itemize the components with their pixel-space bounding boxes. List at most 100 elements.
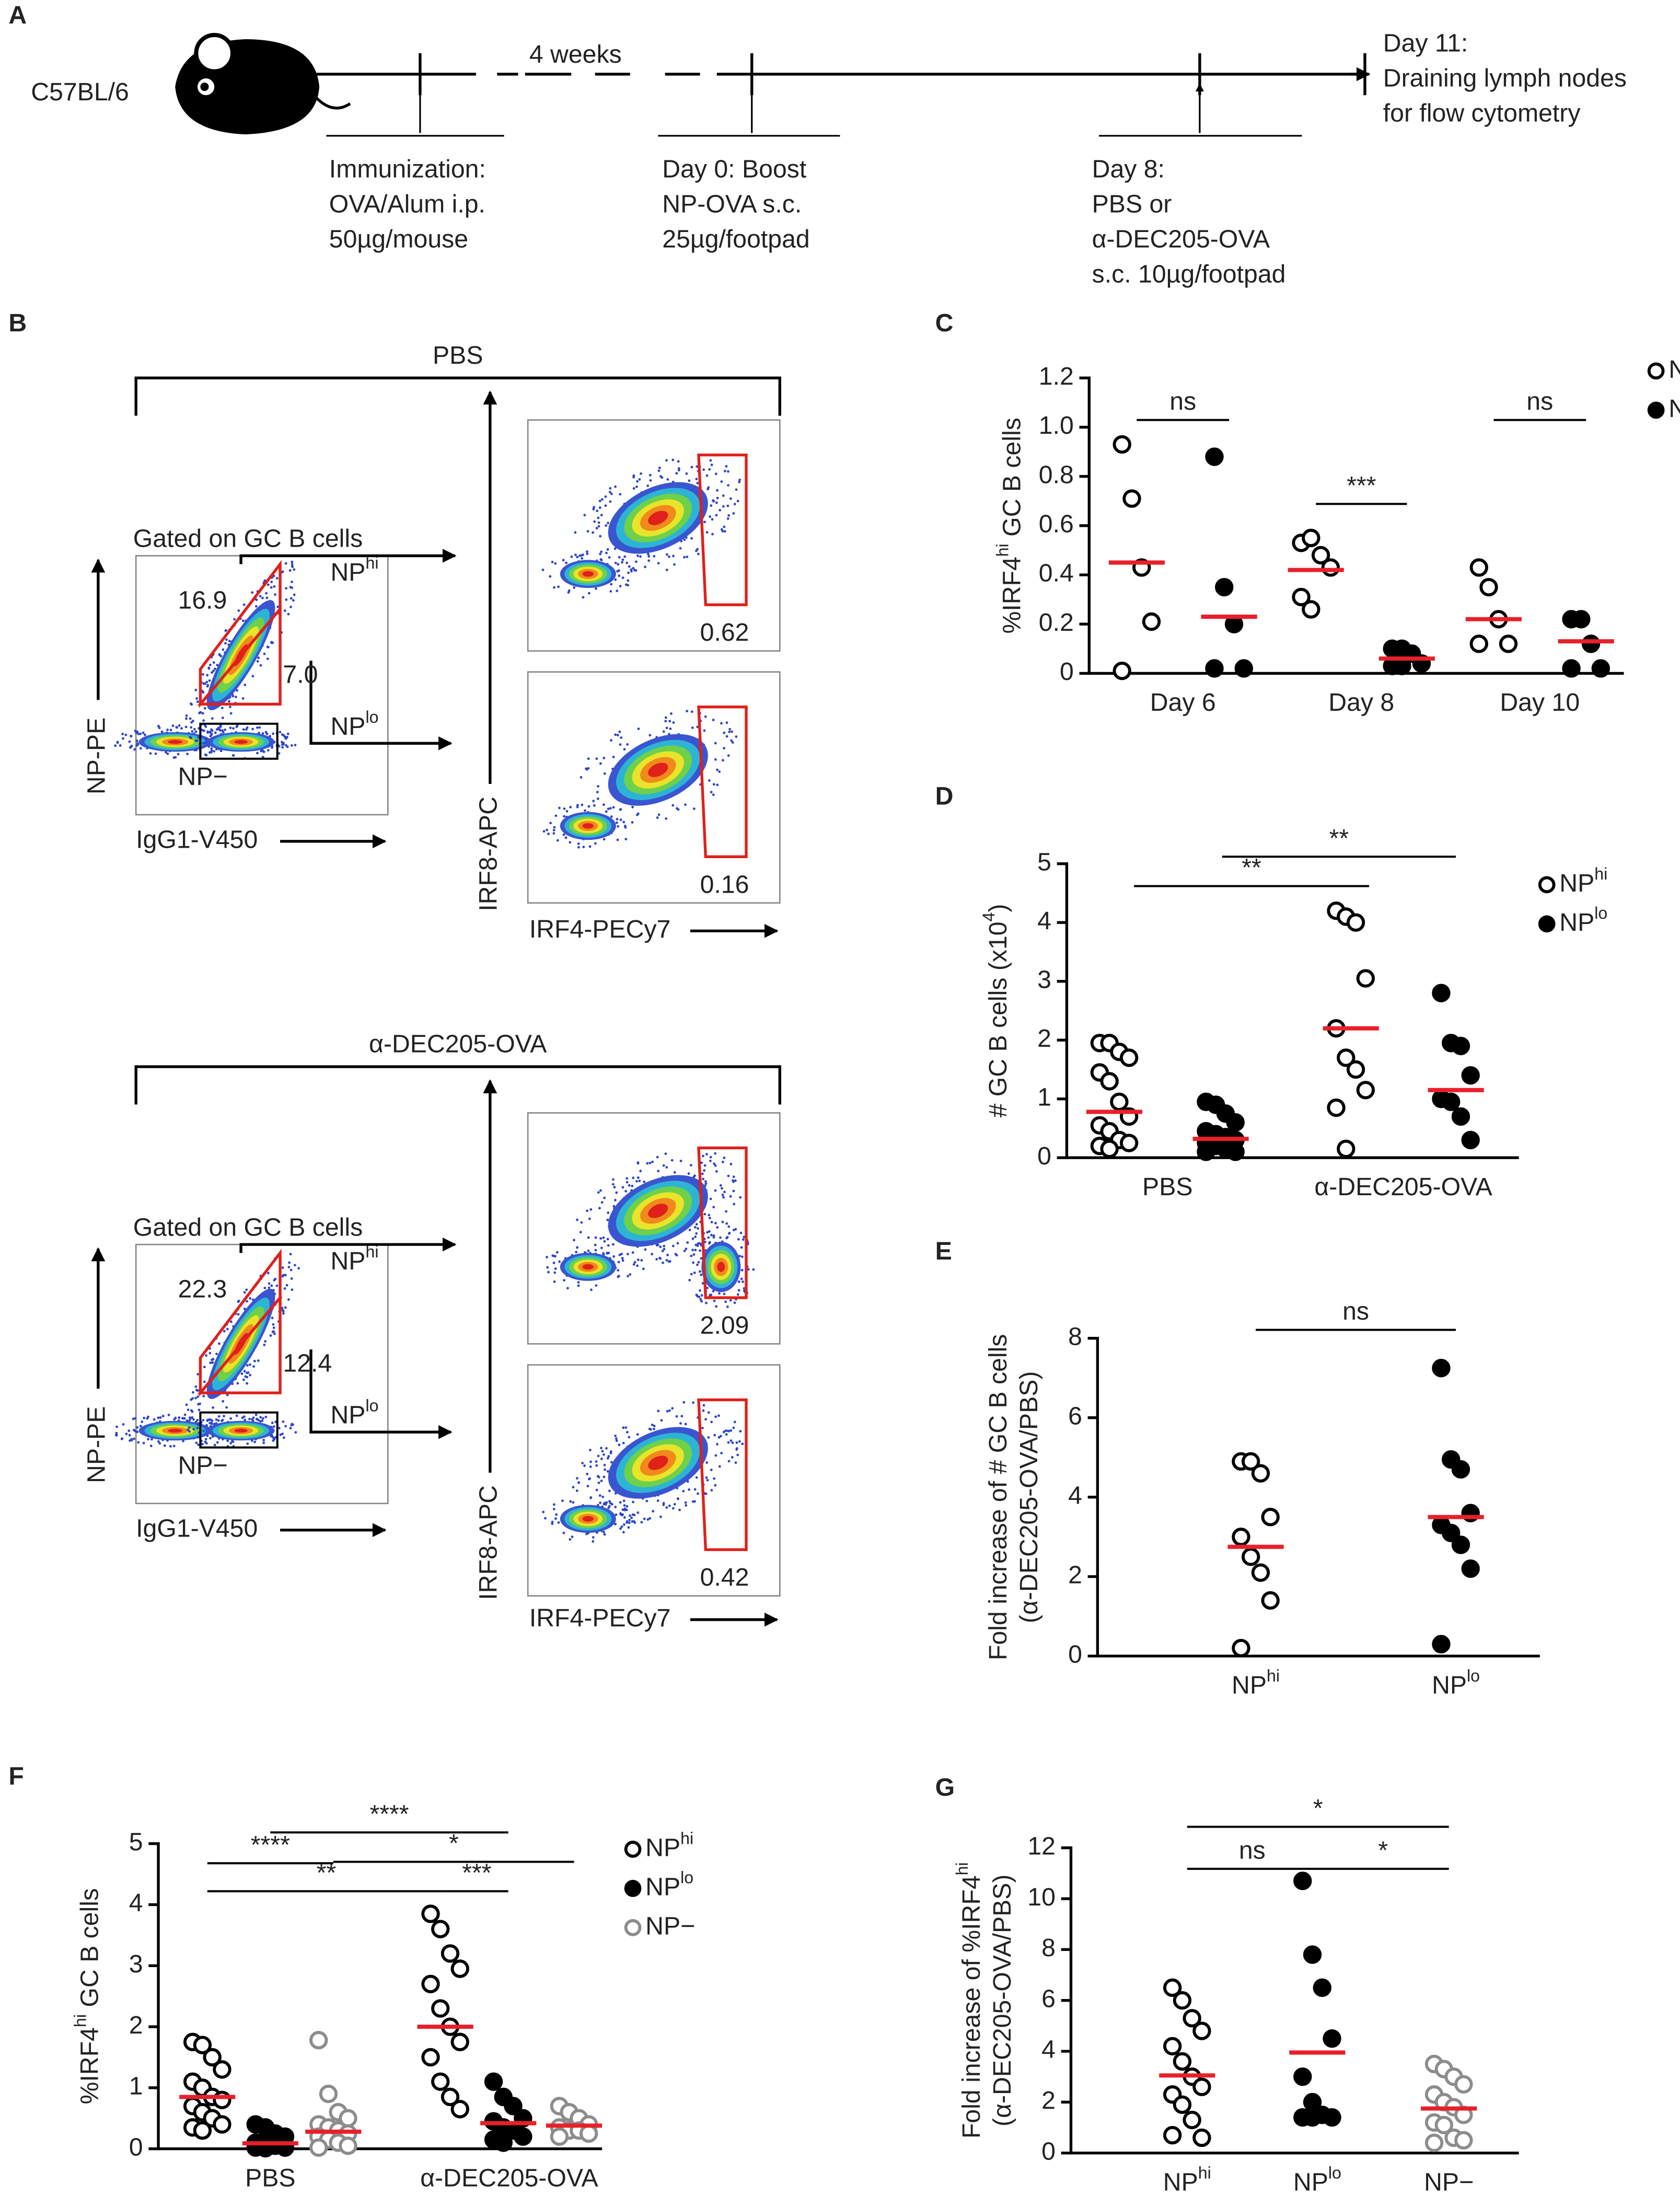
event-dot — [703, 1164, 706, 1167]
event-dot — [624, 1189, 628, 1193]
event-dot — [235, 1414, 238, 1417]
bracket — [134, 1065, 781, 1105]
x-tick-label: α-DEC205-OVA — [1314, 1173, 1492, 1201]
event-dot — [729, 1195, 732, 1198]
event-dot — [582, 846, 585, 848]
event-dot — [585, 767, 587, 770]
event-dot — [715, 514, 718, 517]
data-point — [431, 2072, 450, 2091]
text-part: # GC B cells (x10 — [984, 921, 1012, 1117]
event-dot — [194, 730, 198, 733]
event-dot — [186, 1419, 189, 1422]
event-dot — [552, 1262, 555, 1264]
x-tick-label: Day 8 — [1328, 688, 1394, 717]
density — [168, 740, 183, 744]
y-tick-label: 0 — [1068, 1640, 1082, 1668]
event-dot — [732, 512, 735, 515]
data-point — [1356, 969, 1375, 988]
event-dot — [727, 1174, 730, 1177]
event-dot — [297, 1267, 300, 1270]
event-dot — [595, 757, 598, 760]
event-dot — [190, 721, 193, 724]
event-dot — [243, 1291, 246, 1294]
event-dot — [628, 1521, 631, 1524]
event-dot — [554, 814, 558, 817]
event-dot — [581, 1462, 584, 1465]
panel-letter: E — [935, 1237, 952, 1265]
data-point — [1432, 984, 1451, 1002]
event-dot — [709, 1156, 712, 1159]
data-point — [1119, 1048, 1139, 1067]
event-dot — [690, 1164, 692, 1167]
event-dot — [215, 1353, 218, 1356]
text-part: NP — [331, 558, 366, 586]
event-dot — [544, 1517, 547, 1520]
event-dot — [293, 593, 296, 596]
event-dot — [290, 744, 293, 747]
density — [717, 1262, 725, 1272]
event-dot — [671, 1244, 675, 1247]
event-dot — [114, 744, 117, 747]
event-dot — [676, 1242, 679, 1245]
superscript: hi — [680, 1829, 693, 1848]
event-dot — [632, 487, 635, 490]
event-dot — [285, 735, 288, 738]
event-dot — [202, 1419, 205, 1422]
x-axis-label: IRF4-PECy7 — [529, 1604, 671, 1632]
text-part: NP — [1669, 355, 1680, 384]
event-dot — [599, 1501, 601, 1504]
event-dot — [147, 1438, 149, 1441]
event-dot — [128, 1434, 131, 1437]
event-dot — [549, 575, 552, 578]
event-dot — [215, 1418, 218, 1421]
event-dot — [603, 1453, 605, 1456]
event-dot — [246, 1371, 248, 1374]
event-dot — [702, 1409, 705, 1412]
event-dot — [611, 1183, 615, 1186]
event-dot — [733, 1301, 736, 1304]
event-dot — [737, 1289, 740, 1292]
event-dot — [586, 1209, 589, 1212]
event-dot — [192, 1391, 194, 1394]
event-dot — [242, 1378, 245, 1381]
superscript: 4 — [979, 912, 998, 921]
event-dot — [231, 754, 235, 757]
event-dot — [580, 776, 583, 779]
event-dot — [202, 719, 205, 722]
event-dot — [555, 1251, 559, 1254]
density — [582, 1264, 594, 1270]
event-dot — [715, 501, 718, 504]
event-dot — [726, 504, 729, 507]
event-dot — [211, 717, 214, 720]
event-dot — [202, 691, 205, 694]
gate-arrow — [309, 661, 453, 750]
event-dot — [624, 583, 628, 586]
event-dot — [662, 1261, 664, 1264]
event-dot — [630, 570, 633, 573]
text-part: NP — [1432, 1671, 1467, 1699]
event-dot — [632, 1263, 635, 1266]
event-dot — [734, 1179, 737, 1182]
event-dot — [727, 1225, 731, 1228]
event-dot — [603, 838, 606, 841]
event-dot — [671, 1507, 675, 1510]
event-dot — [125, 1432, 128, 1436]
event-dot — [197, 736, 200, 739]
event-dot — [740, 1255, 744, 1258]
event-dot — [603, 1240, 606, 1243]
event-dot — [708, 468, 711, 471]
y-tick-label: 0 — [1060, 657, 1074, 686]
event-dot — [273, 1332, 276, 1335]
event-dot — [653, 1425, 656, 1427]
event-dot — [662, 730, 665, 733]
event-dot — [273, 585, 276, 588]
y-tick-label: 10 — [1027, 1883, 1056, 1911]
event-dot — [139, 747, 142, 750]
event-dot — [575, 1477, 578, 1480]
event-dot — [648, 1517, 652, 1520]
event-dot — [270, 1284, 273, 1287]
event-dot — [172, 756, 176, 759]
event-dot — [246, 1300, 248, 1303]
y-tick-label: 0 — [129, 2133, 143, 2161]
event-dot — [172, 1445, 176, 1448]
